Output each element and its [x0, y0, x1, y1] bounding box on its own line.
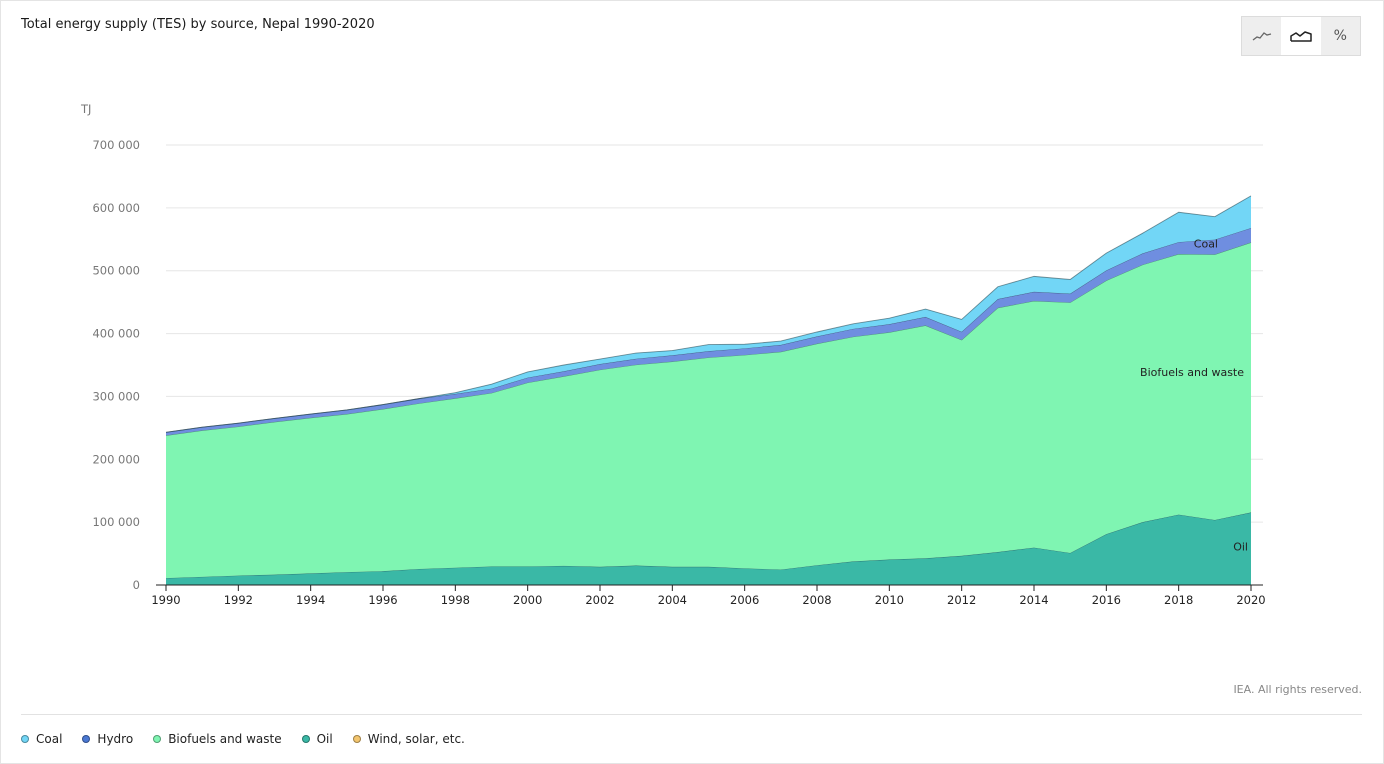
area-chart-button[interactable]: [1281, 17, 1321, 55]
series-label-biofuels-and-waste: Biofuels and waste: [1140, 366, 1244, 379]
series-labels: Coal Biofuels and waste Oil: [1140, 237, 1248, 553]
x-tick-label: 1992: [224, 593, 253, 607]
area-biofuels-and-waste[interactable]: [166, 242, 1251, 579]
y-tick-label: 400 000: [92, 327, 140, 341]
x-tick-label: 2008: [802, 593, 831, 607]
line-chart-icon: [1252, 32, 1271, 41]
stacked-area-chart: 0 100 000 200 000 300 000 400 000 500 000 600 …: [80, 102, 1266, 607]
legend-item-coal[interactable]: Coal: [21, 732, 62, 746]
chart-title: Total energy supply (TES) by source, Nep…: [21, 17, 375, 32]
legend-swatch: [153, 735, 162, 743]
percent-label: %: [1333, 28, 1347, 44]
x-tick-label: 1994: [296, 593, 325, 607]
legend-swatch: [21, 735, 29, 743]
series-label-coal: Coal: [1194, 237, 1218, 250]
x-axis: 1990 1992 1994 1996 1998 2000 2002 2004 2006 2008…: [151, 584, 1266, 607]
legend-item-wind-solar-etc[interactable]: Wind, solar, etc.: [352, 732, 465, 746]
y-tick-label: 0: [133, 578, 140, 592]
y-tick-label: 700 000: [92, 138, 140, 152]
legend-swatch: [352, 735, 361, 743]
x-tick-label: 1990: [151, 593, 180, 607]
x-tick-label: 2006: [730, 593, 759, 607]
legend-swatch: [82, 735, 91, 743]
legend-label: Coal: [36, 732, 63, 746]
percent-view-button[interactable]: %: [1320, 17, 1360, 55]
series-label-oil: Oil: [1233, 541, 1248, 554]
legend-label: Wind, solar, etc.: [367, 732, 465, 746]
y-tick-label: 600 000: [92, 201, 140, 215]
x-tick-label: 2002: [585, 593, 614, 607]
x-tick-label: 2000: [513, 593, 542, 607]
x-tick-label: 2014: [1019, 593, 1048, 607]
x-tick-label: 2004: [658, 593, 687, 607]
x-tick-label: 2020: [1236, 593, 1265, 607]
legend-label: Biofuels and waste: [168, 732, 282, 746]
x-tick-label: 2012: [947, 593, 976, 607]
legend-item-hydro[interactable]: Hydro: [82, 732, 133, 746]
area-edge: [165, 195, 1252, 433]
y-axis: 0 100 000 200 000 300 000 400 000 500 000 600 …: [92, 138, 140, 592]
legend-label: Hydro: [97, 732, 134, 746]
x-tick-label: 1998: [441, 593, 470, 607]
legend-item-oil[interactable]: Oil: [301, 732, 333, 746]
y-tick-label: 300 000: [92, 389, 140, 403]
legend-swatch: [301, 735, 310, 743]
y-tick-label: 200 000: [92, 452, 140, 466]
y-tick-label: 500 000: [92, 264, 140, 278]
y-tick-label: 100 000: [92, 515, 140, 529]
legend-divider: [21, 714, 1362, 715]
area-oil[interactable]: [166, 512, 1251, 585]
legend: Coal Hydro Biofuels and waste Oil Wind, sola…: [21, 732, 465, 746]
line-chart-button[interactable]: [1242, 17, 1282, 55]
legend-label: Oil: [316, 732, 333, 746]
credit-text: IEA. All rights reserved.: [1233, 683, 1362, 696]
area-chart-icon: [1290, 31, 1312, 42]
x-tick-label: 2010: [875, 593, 904, 607]
x-tick-label: 2018: [1164, 593, 1193, 607]
x-tick-label: 2016: [1092, 593, 1121, 607]
series-areas: [165, 195, 1252, 585]
x-tick-label: 1996: [368, 593, 397, 607]
view-toggle: %: [1241, 16, 1361, 56]
y-axis-label: TJ: [80, 102, 91, 116]
legend-item-biofuels-and-waste[interactable]: Biofuels and waste: [153, 732, 282, 746]
